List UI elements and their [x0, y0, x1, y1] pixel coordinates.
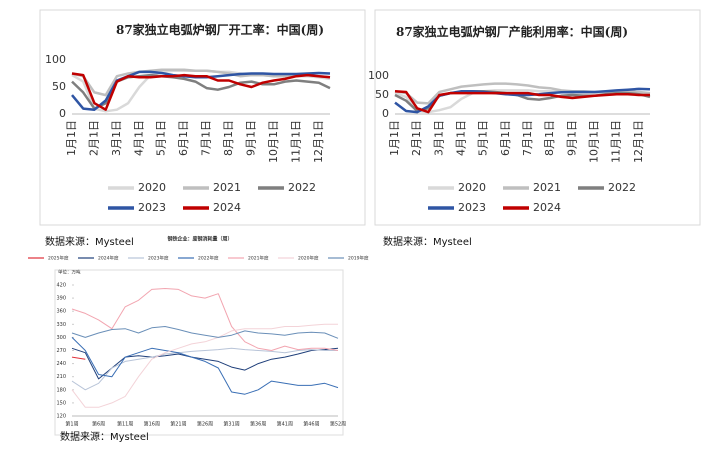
legend-label: 2022年度 — [198, 255, 219, 262]
series-line — [71, 288, 339, 351]
x-tick-label: 10月1日 — [588, 120, 601, 163]
x-tick-label: 5月1日 — [155, 120, 168, 156]
chart-frame — [374, 9, 701, 226]
y-tick-label: 100 — [368, 69, 389, 82]
series-line — [71, 326, 339, 339]
x-tick-label: 第16周 — [144, 421, 160, 428]
legend-label: 2025年度 — [48, 255, 69, 262]
legend-label: 2019年度 — [348, 255, 369, 262]
legend-label: 2020 — [458, 181, 486, 194]
x-tick-label: 4月1日 — [455, 120, 468, 156]
series-line — [71, 323, 338, 408]
y-tick-label: 0 — [382, 107, 389, 120]
x-tick-label: 10月1日 — [267, 120, 280, 163]
x-tick-label: 9月1日 — [565, 120, 578, 156]
y-tick-label: 50 — [52, 80, 66, 93]
x-tick-label: 第21周 — [170, 421, 186, 428]
legend-label: 2023 — [138, 201, 166, 214]
x-tick-label: 2月1日 — [87, 120, 100, 156]
x-tick-label: 1月1日 — [388, 120, 401, 156]
x-tick-label: 8月1日 — [222, 120, 235, 156]
chart-title: 钢铁企业：废钢消耗量（周） — [167, 236, 232, 243]
legend-label: 2020 — [138, 181, 166, 194]
legend-label: 2022 — [288, 181, 316, 194]
y-axis-label: 单位：万吨 — [58, 269, 81, 276]
x-tick-label: 第6周 — [92, 421, 105, 428]
y-tick-label: 150 — [56, 400, 66, 406]
x-tick-label: 6月1日 — [499, 120, 512, 156]
source-note: 数据来源：Mysteel — [383, 235, 472, 248]
y-tick-label: 210 — [56, 374, 66, 380]
y-tick-label: 240 — [56, 361, 66, 367]
x-tick-label: 第41周 — [277, 421, 293, 428]
x-tick-label: 第31周 — [223, 421, 239, 428]
series-line — [71, 356, 86, 360]
x-tick-label: 第36周 — [250, 421, 266, 428]
chart-title-box: 87家独立电弧炉钢厂开工率：中国(周) — [115, 23, 325, 37]
chart-title: 87家独立电弧炉钢厂开工率：中国(周) — [115, 23, 325, 37]
x-tick-label: 第1周 — [65, 421, 78, 428]
y-tick-label: 360 — [56, 309, 66, 315]
legend-label: 2022 — [608, 181, 636, 194]
y-tick-label: 330 — [56, 322, 66, 328]
source-note: 数据来源：Mysteel — [60, 430, 149, 443]
x-tick-label: 12月1日 — [632, 120, 645, 163]
plot-frame — [54, 269, 344, 436]
x-tick-label: 8月1日 — [543, 120, 556, 156]
legend-label: 2023年度 — [148, 255, 169, 262]
x-tick-label: 12月1日 — [312, 120, 325, 163]
chart-title-box: 87家独立电弧炉钢厂产能利用率：中国(周) — [395, 25, 629, 39]
legend-label: 2024 — [213, 201, 241, 214]
y-tick-label: 390 — [56, 296, 66, 302]
x-tick-label: 4月1日 — [132, 120, 145, 156]
series-line — [71, 337, 339, 395]
source-note: 数据来源：Mysteel — [45, 235, 134, 248]
legend-label: 2020年度 — [298, 255, 319, 262]
legend-label: 2021年度 — [248, 255, 269, 262]
x-tick-label: 1月1日 — [65, 120, 78, 156]
legend-label: 2021 — [213, 181, 241, 194]
series-line — [71, 347, 339, 380]
legend-label: 2024年度 — [98, 255, 119, 262]
y-tick-label: 270 — [56, 348, 66, 354]
legend-label: 2021 — [533, 181, 561, 194]
chart-frame — [39, 9, 366, 226]
x-tick-label: 11月1日 — [289, 120, 302, 163]
legend-label: 2023 — [458, 201, 486, 214]
x-tick-label: 第46周 — [303, 421, 319, 428]
series-line — [71, 72, 331, 111]
y-tick-label: 420 — [56, 283, 66, 289]
x-tick-label: 3月1日 — [110, 120, 123, 156]
x-tick-label: 9月1日 — [244, 120, 257, 156]
x-tick-label: 第26周 — [197, 421, 213, 428]
x-tick-label: 7月1日 — [521, 120, 534, 156]
y-tick-label: 120 — [56, 414, 66, 420]
x-tick-label: 6月1日 — [177, 120, 190, 156]
x-tick-label: 第52周 — [330, 421, 346, 428]
x-tick-label: 第11周 — [117, 421, 133, 428]
y-tick-label: 50 — [375, 88, 389, 101]
series-line — [71, 347, 338, 391]
y-tick-label: 0 — [59, 107, 66, 120]
y-tick-label: 180 — [56, 387, 66, 393]
x-tick-label: 2月1日 — [410, 120, 423, 156]
series-line — [394, 89, 650, 114]
y-tick-label: 100 — [45, 53, 66, 66]
x-tick-label: 3月1日 — [432, 120, 445, 156]
x-tick-label: 11月1日 — [610, 120, 623, 163]
y-tick-label: 300 — [56, 335, 66, 341]
legend-label: 2024 — [533, 201, 561, 214]
x-tick-label: 5月1日 — [477, 120, 490, 156]
series-line — [71, 68, 331, 97]
x-tick-label: 7月1日 — [200, 120, 213, 156]
chart-title: 87家独立电弧炉钢厂产能利用率：中国(周) — [395, 25, 629, 39]
